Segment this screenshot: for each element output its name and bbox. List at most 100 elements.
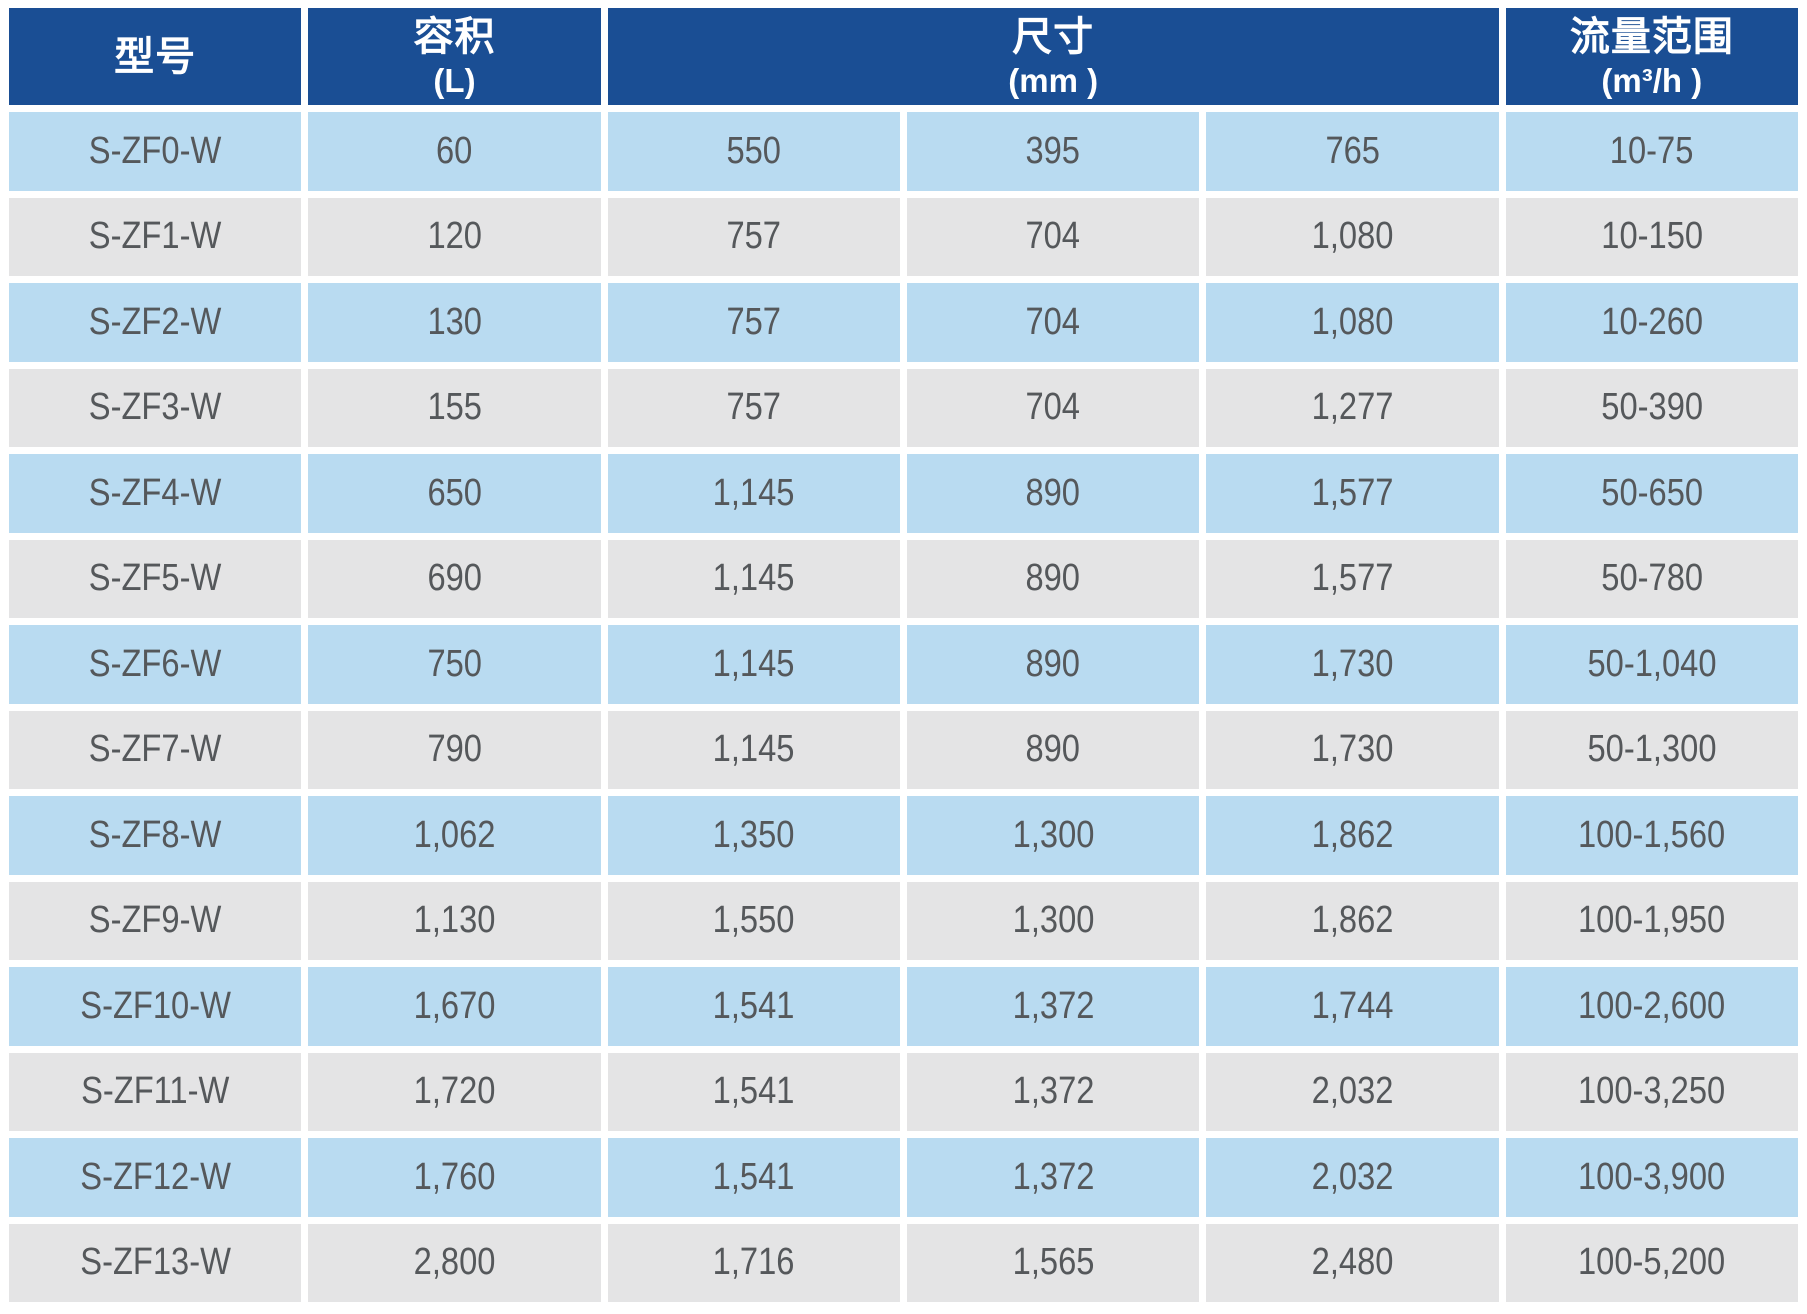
cell-dimension-1-value: 550 xyxy=(726,129,782,172)
cell-dimension-3-value: 2,032 xyxy=(1311,1070,1394,1113)
cell-dimension-2: 704 xyxy=(907,368,1200,447)
cell-dimension-3: 1,862 xyxy=(1206,796,1499,875)
cell-flow-range-value: 10-150 xyxy=(1600,215,1703,258)
cell-flow-range: 100-5,200 xyxy=(1505,1223,1798,1302)
cell-model-value: S-ZF7-W xyxy=(88,728,222,771)
cell-flow-range-value: 100-3,900 xyxy=(1578,1155,1726,1198)
cell-dimension-3: 1,730 xyxy=(1206,625,1499,704)
cell-dimension-2: 1,565 xyxy=(907,1223,1200,1302)
cell-dimension-3-value: 1,730 xyxy=(1311,728,1394,771)
cell-volume: 1,062 xyxy=(308,796,601,875)
cell-volume: 2,800 xyxy=(308,1223,601,1302)
cell-flow-range: 100-2,600 xyxy=(1505,967,1798,1046)
cell-volume: 750 xyxy=(308,625,601,704)
cell-dimension-1: 1,350 xyxy=(607,796,900,875)
cell-flow-range-value: 100-3,250 xyxy=(1578,1070,1726,1113)
cell-dimension-3-value: 1,277 xyxy=(1311,386,1394,429)
cell-dimension-2: 1,300 xyxy=(907,881,1200,960)
cell-volume-value: 1,760 xyxy=(413,1155,496,1198)
cell-model-value: S-ZF12-W xyxy=(79,1155,231,1198)
cell-volume: 130 xyxy=(308,283,601,362)
cell-flow-range-value: 50-780 xyxy=(1600,557,1703,600)
cell-dimension-3: 1,277 xyxy=(1206,368,1499,447)
cell-dimension-2-value: 890 xyxy=(1025,471,1081,514)
cell-flow-range: 100-1,560 xyxy=(1505,796,1798,875)
cell-model: S-ZF6-W xyxy=(9,625,302,704)
cell-dimension-2-value: 1,372 xyxy=(1012,984,1095,1027)
cell-dimension-2: 1,372 xyxy=(907,1052,1200,1131)
cell-volume-value: 690 xyxy=(427,557,482,600)
cell-dimension-1: 550 xyxy=(607,112,900,191)
cell-dimension-2-value: 1,300 xyxy=(1012,899,1095,942)
cell-flow-range: 10-260 xyxy=(1505,283,1798,362)
cell-volume-value: 60 xyxy=(436,129,473,172)
cell-dimension-1: 1,145 xyxy=(607,625,900,704)
cell-dimension-3: 1,577 xyxy=(1206,539,1499,618)
cell-volume-value: 120 xyxy=(427,215,482,258)
cell-dimension-1-value: 1,145 xyxy=(712,642,795,685)
cell-dimension-1: 1,145 xyxy=(607,454,900,533)
cell-model: S-ZF9-W xyxy=(9,881,302,960)
cell-dimension-1-value: 1,541 xyxy=(712,1155,795,1198)
cell-model: S-ZF3-W xyxy=(9,368,302,447)
cell-flow-range: 100-3,900 xyxy=(1505,1138,1798,1217)
cell-dimension-3-value: 2,480 xyxy=(1311,1241,1394,1284)
cell-dimension-1-value: 1,145 xyxy=(712,728,795,771)
cell-model: S-ZF10-W xyxy=(9,967,302,1046)
header-flow-range-unit: (m³/h ) xyxy=(1601,61,1703,99)
cell-volume: 790 xyxy=(308,710,601,789)
cell-dimension-3: 1,862 xyxy=(1206,881,1499,960)
cell-model-value: S-ZF9-W xyxy=(88,899,222,942)
cell-dimension-1-value: 757 xyxy=(726,386,782,429)
cell-dimension-2: 890 xyxy=(907,539,1200,618)
cell-model-value: S-ZF8-W xyxy=(88,813,222,856)
cell-dimension-1: 757 xyxy=(607,197,900,276)
cell-dimension-3: 2,032 xyxy=(1206,1138,1499,1217)
cell-flow-range: 50-780 xyxy=(1505,539,1798,618)
cell-flow-range-value: 10-75 xyxy=(1610,129,1694,172)
cell-model: S-ZF7-W xyxy=(9,710,302,789)
cell-dimension-2-value: 1,372 xyxy=(1012,1155,1095,1198)
cell-dimension-2-value: 395 xyxy=(1025,129,1081,172)
cell-dimension-1-value: 1,541 xyxy=(712,1070,795,1113)
cell-flow-range: 10-75 xyxy=(1505,112,1798,191)
cell-dimension-1: 1,550 xyxy=(607,881,900,960)
cell-model: S-ZF1-W xyxy=(9,197,302,276)
cell-dimension-2: 890 xyxy=(907,625,1200,704)
cell-dimension-3-value: 1,862 xyxy=(1311,813,1394,856)
cell-model: S-ZF8-W xyxy=(9,796,302,875)
cell-flow-range: 10-150 xyxy=(1505,197,1798,276)
cell-model-value: S-ZF13-W xyxy=(79,1241,231,1284)
header-volume-label: 容积 xyxy=(413,14,496,59)
cell-dimension-1: 1,541 xyxy=(607,1138,900,1217)
cell-model: S-ZF4-W xyxy=(9,454,302,533)
cell-volume-value: 790 xyxy=(427,728,482,771)
cell-dimension-3: 1,080 xyxy=(1206,197,1499,276)
cell-dimension-3: 1,730 xyxy=(1206,710,1499,789)
cell-volume: 120 xyxy=(308,197,601,276)
cell-dimension-2: 1,300 xyxy=(907,796,1200,875)
cell-dimension-3-value: 1,080 xyxy=(1311,300,1394,343)
cell-flow-range-value: 100-1,950 xyxy=(1578,899,1726,942)
cell-model-value: S-ZF11-W xyxy=(81,1070,230,1113)
cell-dimension-3: 1,744 xyxy=(1206,967,1499,1046)
cell-volume-value: 750 xyxy=(427,642,482,685)
cell-volume-value: 1,720 xyxy=(413,1070,496,1113)
header-cell-volume: 容积 (L) xyxy=(308,8,601,105)
cell-dimension-3-value: 765 xyxy=(1325,129,1380,172)
cell-volume-value: 2,800 xyxy=(413,1241,496,1284)
cell-dimension-1: 757 xyxy=(607,283,900,362)
cell-dimension-3: 1,577 xyxy=(1206,454,1499,533)
cell-dimension-2-value: 890 xyxy=(1025,728,1081,771)
cell-dimension-3-value: 2,032 xyxy=(1311,1155,1394,1198)
cell-flow-range: 100-3,250 xyxy=(1505,1052,1798,1131)
cell-dimension-2: 890 xyxy=(907,454,1200,533)
cell-dimension-3-value: 1,744 xyxy=(1311,984,1394,1027)
cell-dimension-2-value: 704 xyxy=(1025,215,1081,258)
header-model-label: 型号 xyxy=(114,34,197,79)
cell-model-value: S-ZF3-W xyxy=(88,386,222,429)
header-dimensions-label: 尺寸 xyxy=(1012,14,1095,59)
cell-flow-range-value: 50-1,300 xyxy=(1587,728,1717,771)
cell-volume-value: 1,670 xyxy=(413,984,496,1027)
